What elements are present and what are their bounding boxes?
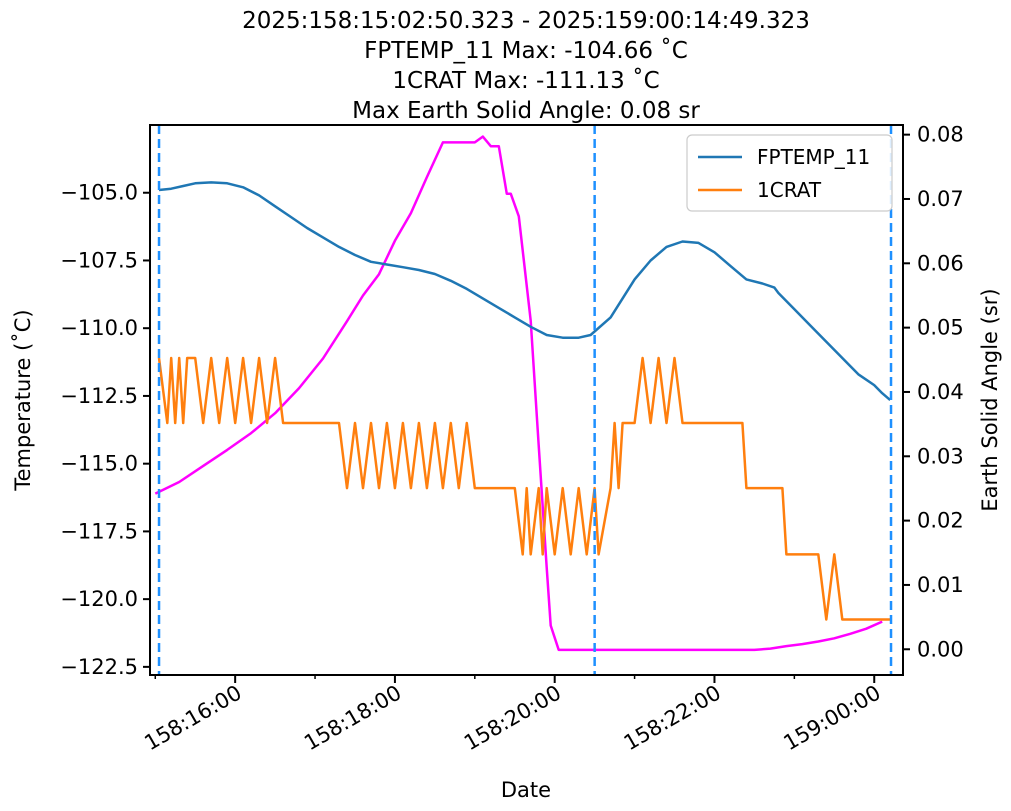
y-tick-label: −120.0 <box>60 587 138 611</box>
y-tick-label: −110.0 <box>60 316 138 340</box>
chart-title-line: Max Earth Solid Angle: 0.08 sr <box>352 98 700 124</box>
y-tick-label: −107.5 <box>60 248 138 272</box>
y-right-tick-label: 0.05 <box>917 316 964 340</box>
y-right-tick-label: 0.03 <box>917 444 964 468</box>
series-line-1crat <box>157 356 891 621</box>
x-axis-label: Date <box>501 778 551 802</box>
x-tick-label: 158:22:00 <box>620 681 725 756</box>
y-axis-right-label: Earth Solid Angle (sr) <box>978 288 1002 511</box>
y-axis-left: −105.0 −107.5 −110.0 −112.5 −115.0 −117.5 −120… <box>60 181 150 679</box>
y-axis-label: Temperature (˚C) <box>11 309 35 491</box>
y-right-tick-label: 0.07 <box>917 187 964 211</box>
y-tick-label: −117.5 <box>60 519 138 543</box>
y-tick-label: −115.0 <box>60 452 138 476</box>
plot-frame <box>149 124 904 676</box>
x-tick-label: 158:18:00 <box>300 681 405 756</box>
legend-box <box>686 134 893 212</box>
chart-title-line: 2025:158:15:02:50.323 - 2025:159:00:14:4… <box>242 8 810 34</box>
chart-title: 2025:158:15:02:50.323 - 2025:159:00:14:4… <box>242 8 810 124</box>
y-right-tick-label: 0.00 <box>917 637 964 661</box>
y-tick-label: −122.5 <box>60 655 138 679</box>
x-axis: 158:16:00 158:18:00 158:20:00 158:22:00 159:… <box>140 675 885 756</box>
y-right-tick-label: 0.02 <box>917 509 964 533</box>
y-axis-right: 0.00 0.01 0.02 0.03 0.04 0.05 0.06 0.07 0.08 <box>903 123 964 661</box>
y-tick-label: −112.5 <box>60 384 138 408</box>
chart-title-line: FPTEMP_11 Max: -104.66 ˚C <box>364 37 688 64</box>
legend-label: 1CRAT <box>757 178 822 202</box>
legend: FPTEMP_11 1CRAT <box>686 134 893 212</box>
chart-title-line: 1CRAT Max: -111.13 ˚C <box>392 67 659 94</box>
x-tick-label: 159:00:00 <box>779 681 884 756</box>
y-right-tick-label: 0.08 <box>917 123 964 147</box>
x-tick-label: 158:16:00 <box>140 681 245 756</box>
y-right-tick-label: 0.01 <box>917 573 964 597</box>
y-right-tick-label: 0.06 <box>917 251 964 275</box>
series-line-fptemp11 <box>158 181 892 401</box>
series-line-earth-solid-angle <box>154 135 883 652</box>
x-tick-label: 158:20:00 <box>460 681 565 756</box>
y-tick-label: −105.0 <box>60 181 138 205</box>
legend-label: FPTEMP_11 <box>757 145 870 169</box>
y-right-tick-label: 0.04 <box>917 380 964 404</box>
